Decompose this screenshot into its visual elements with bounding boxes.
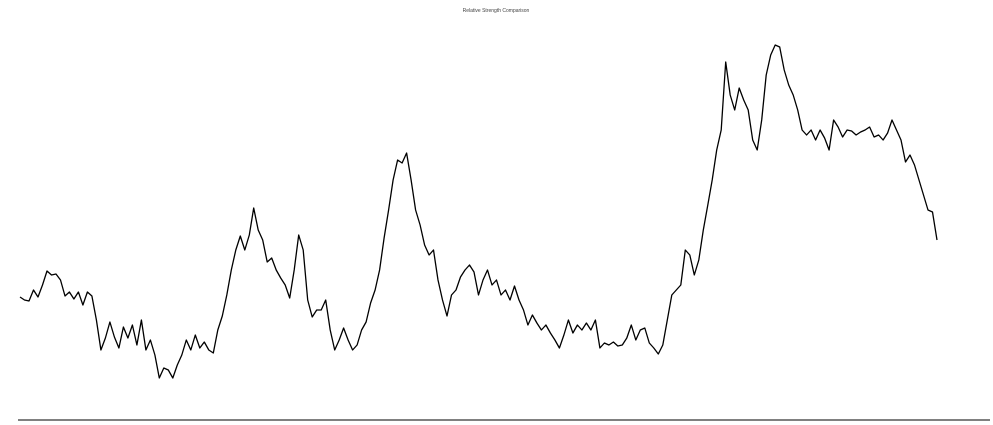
chart-title: Relative Strength Comparison [463, 8, 530, 14]
price-line [19, 44, 938, 379]
